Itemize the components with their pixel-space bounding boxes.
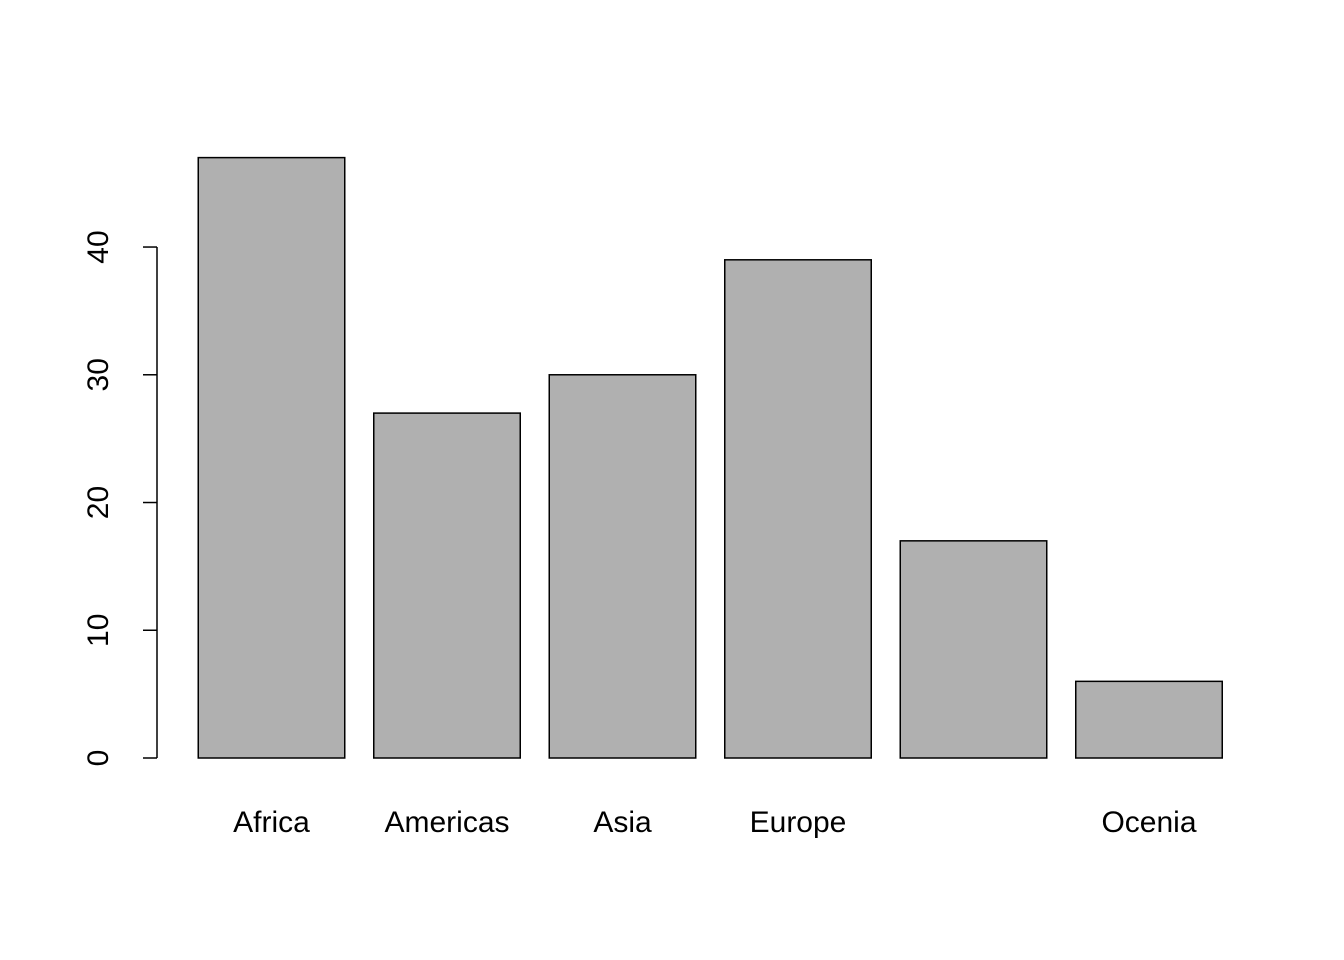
x-tick-label: Asia [593,806,652,839]
y-tick-label: 10 [82,614,115,647]
x-tick-label: Europe [750,806,847,839]
y-tick-label: 20 [82,486,115,519]
y-tick-label: 30 [82,358,115,391]
bar [899,540,1048,759]
x-tick-label: Africa [233,806,310,839]
bar [548,374,697,759]
bar [373,412,521,759]
x-tick-label: Americas [384,806,509,839]
x-tick-label: Ocenia [1101,806,1196,839]
y-tick-label: 0 [82,750,115,767]
bar [724,259,872,759]
bar [197,156,346,759]
bar [1075,680,1223,759]
y-tick-label: 40 [82,230,115,263]
